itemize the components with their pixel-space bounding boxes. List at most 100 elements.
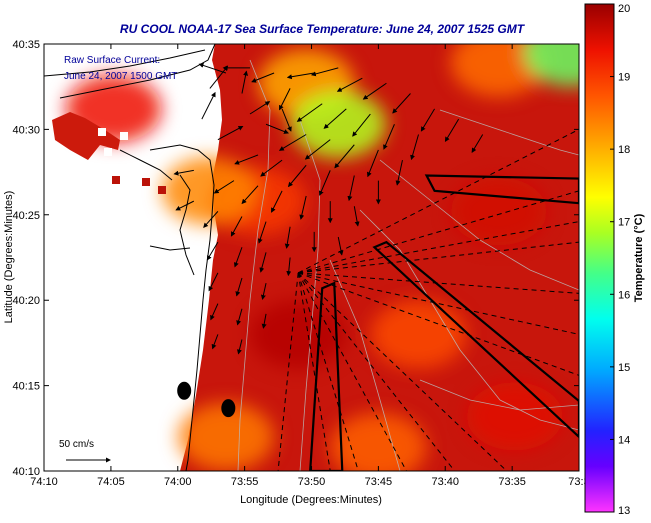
radial-line bbox=[297, 272, 456, 471]
x-tick-label: 73:50 bbox=[298, 476, 326, 488]
current-vector bbox=[310, 67, 339, 77]
depth-contour bbox=[359, 209, 579, 431]
plot-area bbox=[44, 44, 579, 471]
current-vector bbox=[334, 144, 355, 169]
y-axis-label: Latitude (Degrees:Minutes) bbox=[3, 191, 15, 324]
current-vector bbox=[213, 180, 235, 194]
current-vector bbox=[362, 82, 387, 100]
sst-zone bbox=[250, 300, 347, 369]
colorbar bbox=[584, 3, 615, 513]
coastline-path bbox=[59, 44, 216, 99]
current-vector bbox=[287, 164, 307, 188]
sampling-box bbox=[309, 281, 344, 471]
colorbar-tick-label: 19 bbox=[618, 72, 630, 84]
sst-zone bbox=[450, 44, 547, 97]
current-vector bbox=[281, 108, 292, 132]
depth-contour bbox=[439, 109, 579, 156]
current-vector bbox=[260, 283, 267, 300]
mask-pixel bbox=[142, 178, 150, 186]
y-tick-label: 40:30 bbox=[12, 124, 40, 136]
current-vector bbox=[230, 216, 243, 237]
sampling-boxes bbox=[309, 174, 579, 471]
sampling-box bbox=[424, 174, 579, 205]
x-tick-label: 73:40 bbox=[431, 476, 459, 488]
current-vector bbox=[210, 303, 219, 321]
mask-pixel bbox=[158, 186, 166, 194]
current-vector bbox=[234, 154, 259, 165]
depth-contour bbox=[237, 59, 271, 471]
current-vector bbox=[271, 190, 283, 213]
sst-coastal-patch bbox=[52, 112, 120, 160]
colorbar-tick-label: 13 bbox=[618, 505, 630, 517]
current-vector bbox=[236, 339, 243, 355]
current-vector bbox=[198, 63, 227, 74]
x-tick-label: 73:35 bbox=[498, 476, 526, 488]
current-vector bbox=[233, 247, 243, 268]
sst-zone bbox=[370, 300, 467, 369]
current-vector bbox=[257, 221, 267, 244]
current-vector bbox=[395, 160, 403, 186]
current-vector bbox=[173, 169, 194, 176]
chart-title: RU COOL NOAA-17 Sea Surface Temperature:… bbox=[120, 22, 526, 36]
radial-line bbox=[297, 272, 579, 376]
x-tick-label: 73:3 bbox=[568, 476, 589, 488]
y-tick-label: 40:35 bbox=[12, 39, 40, 51]
current-vector bbox=[265, 123, 289, 134]
current-vector bbox=[279, 88, 291, 111]
radial-line bbox=[297, 272, 359, 471]
depth-contour bbox=[329, 259, 401, 471]
colorbar-tick-label: 20 bbox=[618, 3, 630, 15]
depth-contour bbox=[419, 379, 579, 411]
sst-zone bbox=[450, 177, 547, 246]
current-vector bbox=[286, 72, 315, 80]
current-vector bbox=[337, 236, 344, 256]
x-tick-label: 73:45 bbox=[365, 476, 393, 488]
current-vector bbox=[201, 91, 216, 120]
current-vector bbox=[209, 65, 229, 89]
current-vector bbox=[249, 101, 271, 115]
sampling-box bbox=[372, 240, 579, 439]
current-vector bbox=[260, 159, 283, 177]
current-vector bbox=[241, 185, 259, 205]
current-vector bbox=[261, 313, 267, 329]
sst-zone bbox=[466, 382, 563, 451]
y-tick-label: 40:25 bbox=[12, 210, 40, 222]
x-axis-label: Longitude (Degrees:Minutes) bbox=[240, 494, 382, 506]
current-vector bbox=[336, 77, 363, 92]
current-vector bbox=[296, 103, 323, 122]
radial-line bbox=[298, 272, 579, 335]
current-vector bbox=[444, 118, 460, 142]
current-label-line2: June 24, 2007 1500 GMT bbox=[64, 71, 177, 82]
current-label-line1: Raw Surface Current: bbox=[64, 55, 160, 66]
station-marker bbox=[221, 399, 236, 418]
x-tick-label: 74:00 bbox=[164, 476, 192, 488]
coastline-path bbox=[149, 144, 215, 471]
mask-pixel bbox=[112, 176, 120, 184]
current-vector bbox=[217, 125, 244, 141]
radial-line bbox=[298, 241, 579, 274]
current-vector bbox=[241, 70, 249, 94]
colorbar-tick-label: 16 bbox=[618, 289, 630, 301]
colorbar-tick-label: 17 bbox=[618, 217, 630, 229]
current-vector bbox=[208, 272, 219, 292]
y-tick-label: 40:15 bbox=[12, 381, 40, 393]
colorbar-ticks: 13 14 15 16 17 18 19 20 bbox=[610, 3, 630, 517]
current-vector bbox=[206, 241, 219, 261]
y-tick-label: 40:20 bbox=[12, 295, 40, 307]
current-vector bbox=[203, 211, 219, 228]
current-vector bbox=[352, 113, 371, 137]
current-vector bbox=[286, 257, 292, 277]
sst-zone bbox=[522, 44, 579, 87]
current-vector bbox=[284, 226, 291, 249]
current-vector bbox=[347, 175, 355, 202]
x-axis-ticks: 74:10 74:05 74:00 73:55 73:50 73:45 73:40 73:35… bbox=[30, 44, 590, 488]
depth-contour bbox=[299, 119, 321, 471]
radial-line bbox=[297, 190, 579, 274]
current-vector bbox=[353, 206, 360, 227]
current-vector bbox=[299, 195, 307, 220]
current-vector bbox=[235, 277, 243, 297]
land-pixel bbox=[104, 148, 112, 156]
current-vector bbox=[471, 134, 484, 153]
x-tick-label: 74:10 bbox=[30, 476, 58, 488]
